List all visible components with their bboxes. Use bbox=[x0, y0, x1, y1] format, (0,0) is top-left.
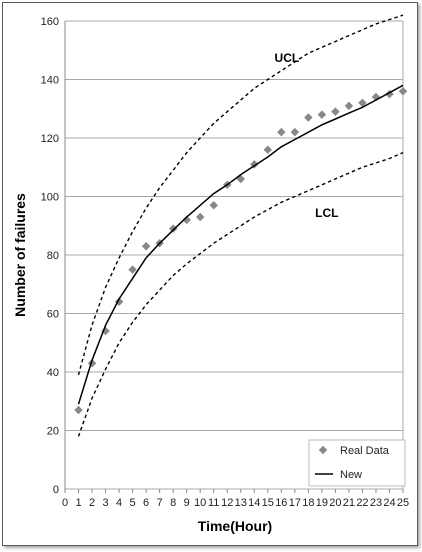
x-tick-labels: 0 1 2 3 4 5 6 7 8 9 10 11 12 13 14 15 16 17 18 19 20 21 22 23 24… bbox=[62, 497, 409, 509]
x-tick-label: 10 bbox=[194, 497, 206, 509]
gridlines bbox=[65, 21, 403, 489]
series-line-lcl bbox=[79, 153, 404, 437]
point-real-data bbox=[142, 242, 150, 250]
x-tick-label: 23 bbox=[370, 497, 382, 509]
x-tick-label: 5 bbox=[130, 497, 136, 509]
point-real-data bbox=[74, 406, 82, 414]
series bbox=[74, 15, 407, 436]
x-axis-title: Time(Hour) bbox=[198, 518, 272, 534]
y-tick-labels: 0 20 40 60 80 100 120 140 160 bbox=[41, 16, 59, 496]
x-tick-label: 19 bbox=[316, 497, 328, 509]
legend: Real Data New bbox=[309, 440, 405, 486]
y-tick-label: 160 bbox=[41, 16, 59, 28]
x-tick-label: 24 bbox=[383, 497, 395, 509]
x-tick-label: 1 bbox=[75, 497, 81, 509]
x-tick-label: 0 bbox=[62, 497, 68, 509]
point-real-data bbox=[196, 213, 204, 221]
point-real-data bbox=[331, 107, 339, 115]
annotations: UCL LCL bbox=[275, 51, 339, 220]
x-tick-label: 17 bbox=[289, 497, 301, 509]
axes bbox=[65, 21, 403, 493]
x-tick-label: 22 bbox=[356, 497, 368, 509]
x-tick-label: 13 bbox=[235, 497, 247, 509]
x-tick-label: 8 bbox=[170, 497, 176, 509]
point-real-data bbox=[318, 110, 326, 118]
x-tick-label: 11 bbox=[208, 497, 219, 509]
y-tick-label: 100 bbox=[41, 192, 59, 204]
x-tick-label: 12 bbox=[221, 497, 233, 509]
annotation-ucl: UCL bbox=[275, 51, 300, 65]
x-tick-label: 16 bbox=[275, 497, 287, 509]
point-real-data bbox=[304, 113, 312, 121]
x-tick-label: 18 bbox=[302, 497, 314, 509]
point-real-data bbox=[277, 128, 285, 136]
point-real-data bbox=[399, 87, 407, 95]
point-real-data bbox=[264, 145, 272, 153]
y-tick-label: 0 bbox=[53, 484, 59, 496]
point-real-data bbox=[345, 102, 353, 110]
point-real-data bbox=[209, 201, 217, 209]
series-line-new bbox=[79, 85, 404, 404]
chart-frame: 0 20 40 60 80 100 120 140 160 0 1 2 3 4 5 6 7 8 9 10 11 12 13… bbox=[2, 2, 418, 546]
y-axis-title: Number of failures bbox=[12, 193, 28, 317]
annotation-lcl: LCL bbox=[315, 206, 338, 220]
y-tick-label: 120 bbox=[41, 133, 59, 145]
legend-label-real-data: Real Data bbox=[340, 445, 390, 457]
x-tick-label: 9 bbox=[184, 497, 190, 509]
x-tick-label: 6 bbox=[143, 497, 149, 509]
series-line-ucl bbox=[79, 15, 404, 375]
point-real-data bbox=[169, 224, 177, 232]
x-tick-label: 21 bbox=[343, 497, 355, 509]
x-tick-label: 25 bbox=[397, 497, 409, 509]
x-tick-label: 4 bbox=[116, 497, 122, 509]
x-tick-label: 15 bbox=[262, 497, 274, 509]
x-tick-label: 2 bbox=[89, 497, 95, 509]
y-tick-label: 20 bbox=[47, 426, 59, 438]
x-tick-label: 20 bbox=[329, 497, 341, 509]
legend-label-new: New bbox=[340, 469, 362, 481]
y-tick-label: 140 bbox=[41, 75, 59, 87]
y-tick-label: 60 bbox=[47, 309, 59, 321]
point-real-data bbox=[291, 128, 299, 136]
x-tick-label: 3 bbox=[102, 497, 108, 509]
x-tick-label: 7 bbox=[157, 497, 163, 509]
x-tick-label: 14 bbox=[248, 497, 260, 509]
y-tick-label: 40 bbox=[47, 367, 59, 379]
y-tick-label: 80 bbox=[47, 250, 59, 262]
